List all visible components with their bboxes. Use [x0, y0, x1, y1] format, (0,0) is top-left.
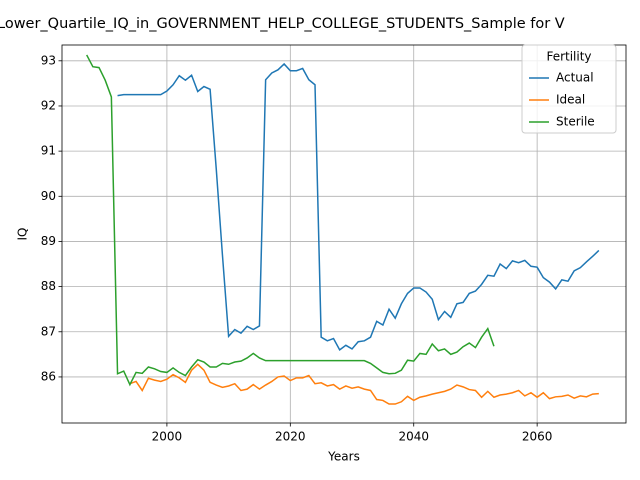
y-tick-label: 89	[41, 234, 56, 248]
legend-title: Fertility	[546, 50, 591, 64]
legend-box	[521, 44, 617, 134]
x-tick-label: 2060	[522, 430, 553, 444]
line-series	[117, 62, 600, 351]
y-tick-label: 91	[41, 144, 56, 158]
y-tick-label: 93	[41, 53, 56, 67]
plot-frame	[61, 44, 627, 424]
y-tick-label: 86	[41, 369, 56, 383]
x-axis-label: Years	[327, 450, 360, 464]
line-series	[129, 363, 599, 405]
legend-label: Ideal	[556, 93, 585, 107]
x-tick-label: 2000	[152, 430, 183, 444]
y-tick-label: 92	[41, 98, 56, 112]
legend: Fertility Actual Ideal Sterile	[521, 44, 617, 134]
x-tick-label: 2020	[275, 430, 306, 444]
y-tick-label: 87	[41, 324, 56, 338]
y-tick-label: 90	[41, 189, 56, 203]
x-tick-label: 2040	[398, 430, 429, 444]
chart-title: Lower_Quartile_IQ_in_GOVERNMENT_HELP_COL…	[0, 16, 565, 32]
y-axis-label: IQ	[16, 228, 30, 241]
line-series	[86, 54, 495, 387]
y-tick-label: 88	[41, 279, 56, 293]
legend-label: Actual	[556, 71, 594, 85]
legend-label: Sterile	[556, 115, 595, 129]
